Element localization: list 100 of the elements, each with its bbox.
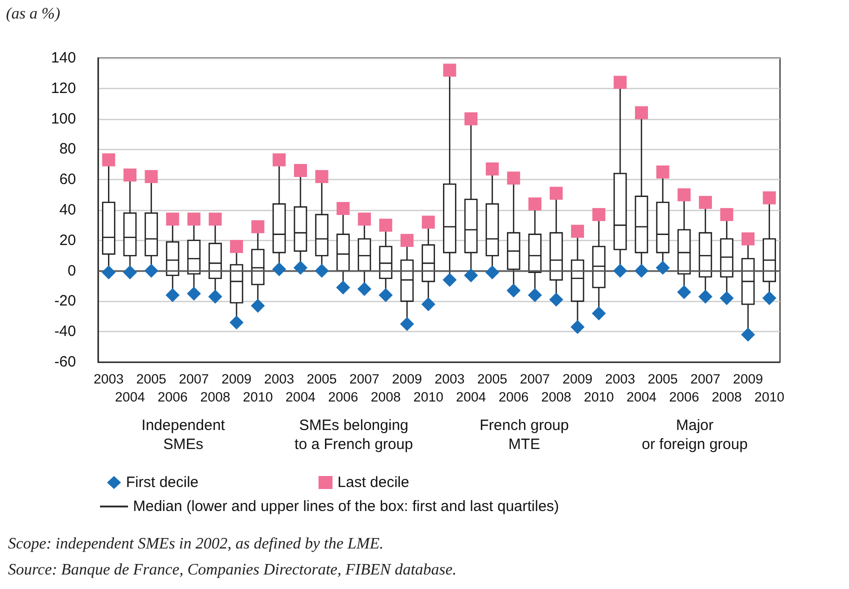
point xyxy=(230,240,244,253)
x-tick-label: 2004 xyxy=(626,390,657,404)
point xyxy=(656,260,670,275)
y-tick-label: 100 xyxy=(50,110,76,128)
text: SMEs belonging to a French group xyxy=(294,417,413,453)
point xyxy=(634,264,648,278)
text: Independent SMEs xyxy=(142,417,226,453)
point xyxy=(443,64,456,77)
point xyxy=(592,208,606,222)
y-tick-label: 80 xyxy=(59,140,76,158)
point xyxy=(166,288,180,302)
point xyxy=(634,106,648,120)
point xyxy=(294,164,307,177)
x-tick-label: 2007 xyxy=(178,372,209,386)
x-tick-label: 2007 xyxy=(349,372,380,386)
point xyxy=(187,212,200,226)
point xyxy=(464,268,478,282)
point xyxy=(762,291,776,306)
point xyxy=(528,197,542,210)
point xyxy=(250,298,265,313)
x-tick-label: 2003 xyxy=(264,372,294,386)
point xyxy=(464,112,478,126)
source-note: Source: Banque de France, Companies Directorate, FIBEN database. xyxy=(8,562,456,578)
point xyxy=(528,288,542,302)
point xyxy=(613,264,628,278)
x-tick-label: 2003 xyxy=(434,372,465,386)
point xyxy=(614,76,627,89)
point xyxy=(678,188,691,202)
point xyxy=(720,208,734,222)
point xyxy=(123,168,136,182)
x-tick-label: 2005 xyxy=(648,372,678,386)
point xyxy=(486,162,499,176)
text: Scope: independent SMEs in 2002, as defined by the LME. xyxy=(8,536,384,552)
x-tick-label: 2004 xyxy=(114,390,146,404)
point xyxy=(358,212,371,226)
y-tick-label: 0 xyxy=(68,262,76,280)
y-tick-label: 140 xyxy=(50,50,76,66)
point xyxy=(144,264,158,278)
point xyxy=(698,196,712,209)
point xyxy=(357,282,372,296)
text: Major or foreign group xyxy=(642,417,748,453)
x-tick-label: 2006 xyxy=(158,390,188,404)
point xyxy=(698,290,712,304)
y-tick-label: -60 xyxy=(54,354,76,370)
point xyxy=(315,170,328,184)
x-tick-label: 2006 xyxy=(498,390,529,404)
x-tick-label: 2005 xyxy=(136,372,166,386)
point xyxy=(656,166,670,178)
point xyxy=(549,292,564,307)
text: French group MTE xyxy=(480,417,569,453)
y-tick-label: 40 xyxy=(59,202,76,218)
x-tick-label: 2005 xyxy=(477,372,508,386)
point xyxy=(741,328,756,342)
point xyxy=(570,320,585,334)
point xyxy=(166,212,180,226)
point xyxy=(208,290,222,304)
point xyxy=(336,202,350,215)
x-tick-label: 2005 xyxy=(306,372,337,386)
y-axis-title: (as a %) xyxy=(6,6,60,22)
point xyxy=(485,265,500,280)
point xyxy=(230,315,244,330)
point xyxy=(422,216,435,229)
point xyxy=(400,234,414,247)
point xyxy=(293,260,308,275)
point xyxy=(272,153,286,166)
point xyxy=(144,170,158,184)
x-tick-label: 2010 xyxy=(754,390,784,404)
point xyxy=(720,291,734,306)
point xyxy=(122,265,137,280)
point xyxy=(314,264,329,278)
point xyxy=(507,172,520,185)
legend-label: First decile xyxy=(126,474,199,491)
point xyxy=(400,317,414,331)
point xyxy=(742,232,755,246)
point xyxy=(102,153,116,166)
x-tick-label: 2010 xyxy=(242,390,273,404)
point xyxy=(379,218,392,232)
y-tick-label: -40 xyxy=(54,323,76,340)
x-tick-label: 2008 xyxy=(541,390,572,404)
y-tick-label: 120 xyxy=(50,80,76,97)
point xyxy=(571,224,584,238)
point xyxy=(762,191,776,204)
point xyxy=(677,285,692,300)
x-tick-label: 2006 xyxy=(669,390,700,404)
y-tick-label: 60 xyxy=(59,171,76,188)
x-tick-label: 2009 xyxy=(392,372,422,386)
x-tick-label: 2008 xyxy=(712,390,742,404)
x-tick-label: 2009 xyxy=(222,372,252,386)
y-tick-label: -20 xyxy=(54,292,76,310)
x-tick-label: 2004 xyxy=(285,390,316,404)
x-tick-label: 2009 xyxy=(562,372,593,386)
point xyxy=(506,284,521,298)
point xyxy=(378,288,393,302)
x-tick-label: 2010 xyxy=(584,390,614,404)
point xyxy=(272,262,286,276)
x-tick-label: 2004 xyxy=(456,390,486,404)
point xyxy=(421,297,436,312)
x-tick-label: 2007 xyxy=(520,372,550,386)
x-tick-label: 2006 xyxy=(328,390,358,404)
point xyxy=(186,286,201,301)
